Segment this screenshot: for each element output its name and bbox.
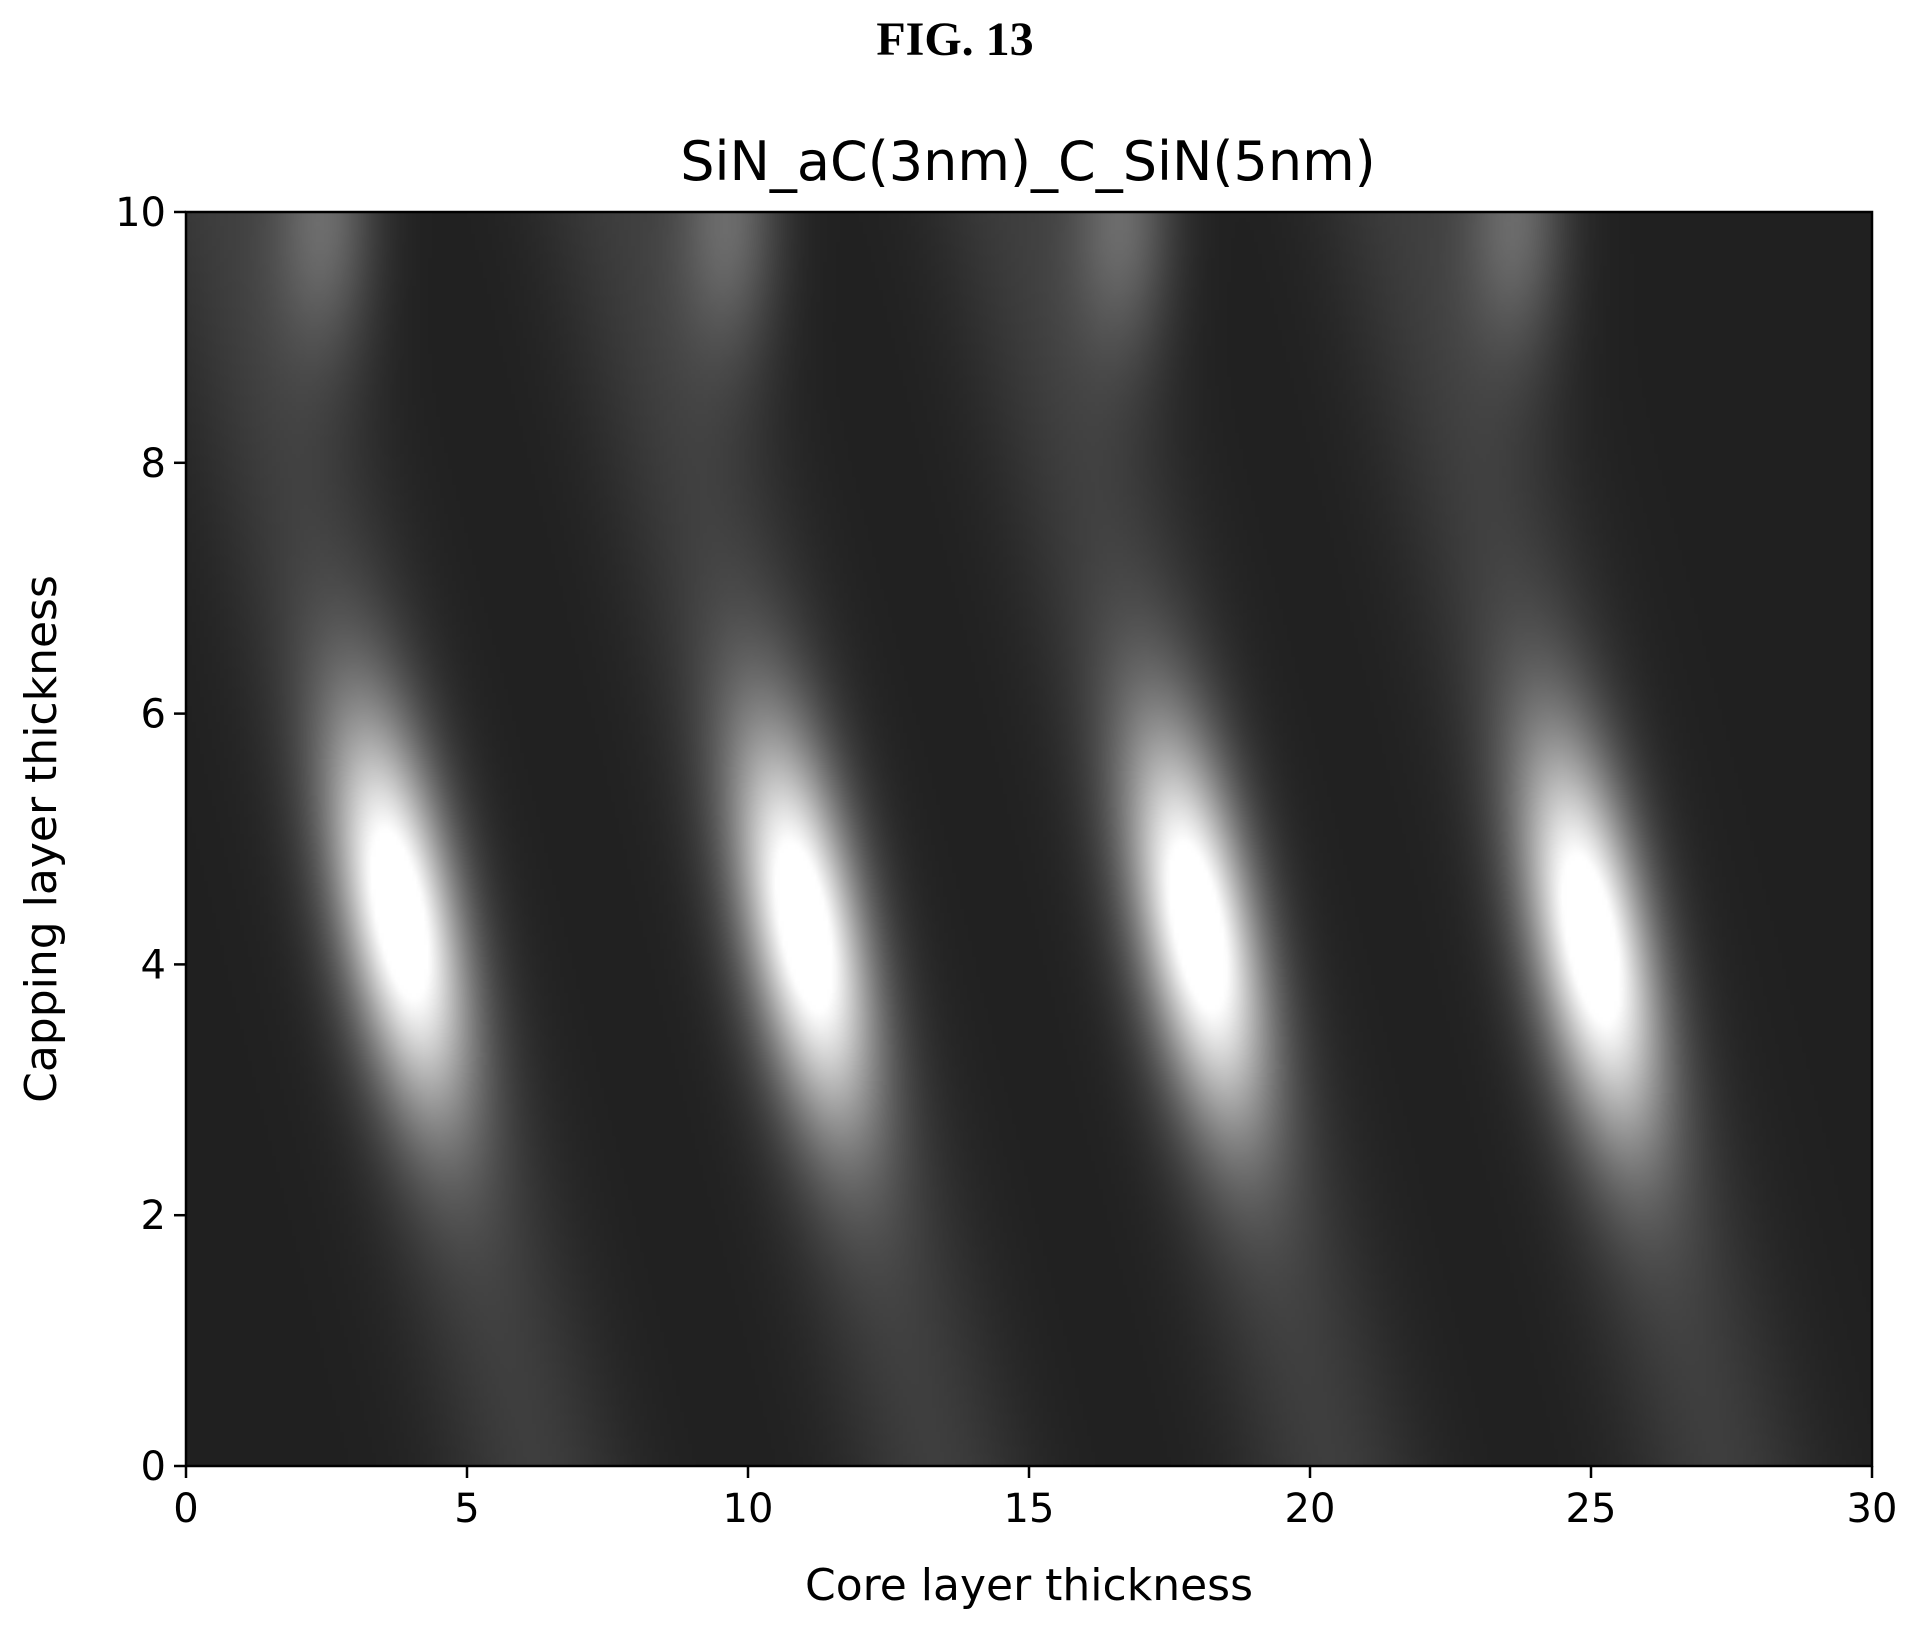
y-axis: 0 2 4 6 8 10 — [115, 190, 186, 1490]
heatmap-image — [186, 212, 1872, 1466]
plot-area — [186, 212, 1872, 1466]
x-tick-label: 10 — [723, 1486, 774, 1532]
x-tick-label: 15 — [1004, 1486, 1055, 1532]
x-tick-label: 0 — [173, 1486, 198, 1532]
y-axis-label: Capping layer thickness — [16, 575, 67, 1103]
x-tick-label: 25 — [1566, 1486, 1617, 1532]
y-tick-label: 4 — [141, 942, 166, 988]
y-tick-label: 2 — [141, 1193, 166, 1239]
x-axis-label: Core layer thickness — [805, 1560, 1253, 1611]
x-tick-label: 5 — [454, 1486, 479, 1532]
y-tick-label: 8 — [141, 441, 166, 487]
y-tick-label: 6 — [141, 692, 166, 738]
figure-label: FIG. 13 — [876, 13, 1034, 66]
x-axis: 0 5 10 15 20 25 30 — [173, 1466, 1897, 1532]
y-tick-label: 10 — [115, 190, 166, 236]
chart-title: SiN_aC(3nm)_C_SiN(5nm) — [680, 130, 1376, 193]
x-tick-label: 30 — [1847, 1486, 1898, 1532]
x-tick-label: 20 — [1285, 1486, 1336, 1532]
y-tick-label: 0 — [141, 1444, 166, 1490]
